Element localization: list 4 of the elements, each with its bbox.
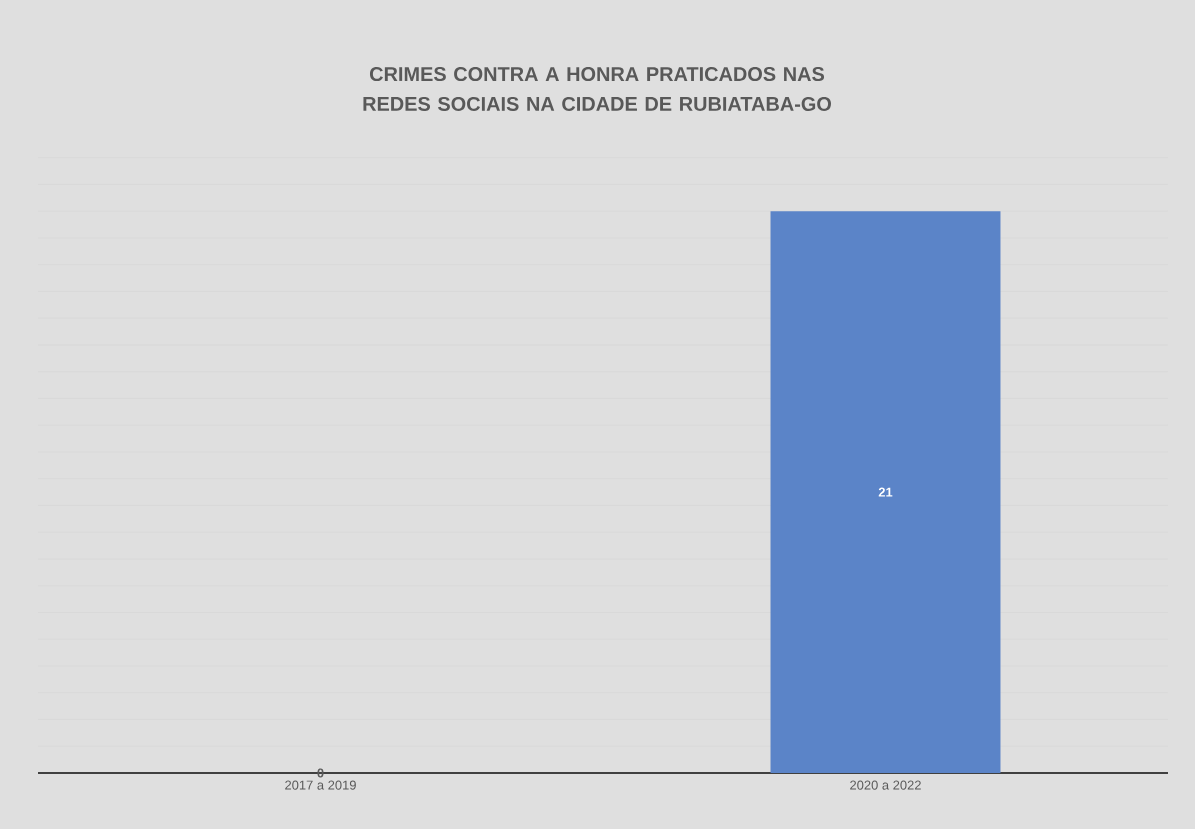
x-tick-label: 2017 a 2019 <box>285 780 356 790</box>
chart-title: CRIMES CONTRA A HONRA PRATICADOS NAS REDES SOCIAIS NA CIDADE DE RUBIATABA-GO <box>363 67 832 111</box>
x-tick-label: 2020 a 2022 <box>850 780 921 790</box>
data-label: 21 <box>878 487 893 497</box>
